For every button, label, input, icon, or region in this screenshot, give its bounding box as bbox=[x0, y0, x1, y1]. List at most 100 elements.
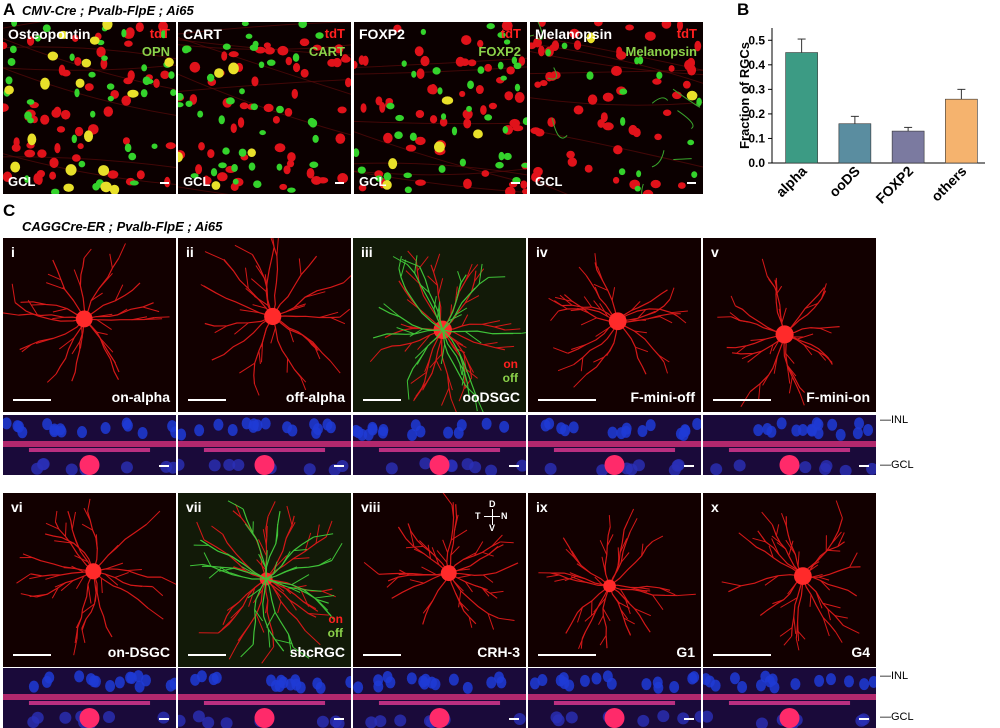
scale-bar bbox=[684, 718, 694, 720]
neuron-type-label: F-mini-off bbox=[630, 389, 695, 405]
panel-a-image-title: Osteopontin bbox=[8, 26, 91, 42]
neuron-type-label: F-mini-on bbox=[806, 389, 870, 405]
panel-a-genotype: CMV-Cre ; Pvalb-FlpE ; Ai65 bbox=[22, 3, 194, 18]
cross-section-G4 bbox=[703, 668, 876, 728]
panel-b-letter: B bbox=[737, 0, 750, 19]
cross-section-on-alpha bbox=[3, 415, 176, 475]
neuron-numeral: v bbox=[711, 244, 719, 260]
neuron-type-label: G4 bbox=[851, 644, 870, 660]
bar-others bbox=[945, 98, 978, 164]
x-tick-label: ooDS bbox=[826, 163, 863, 200]
scale-bar bbox=[363, 654, 401, 656]
panel-a-image-title: FOXP2 bbox=[359, 26, 405, 42]
scale-bar bbox=[13, 399, 51, 401]
compass-n: N bbox=[501, 511, 508, 521]
panel-a-image-title: Melanopsin bbox=[535, 26, 613, 42]
scale-bar bbox=[687, 182, 696, 184]
panel-a-image-2: CART tdT CART GCL bbox=[178, 22, 351, 194]
neuron-image-F-mini-off: iv F-mini-off bbox=[528, 238, 701, 412]
neuron-image-ooDSGC: iii ooDSGC on off bbox=[353, 238, 526, 412]
scale-bar bbox=[509, 465, 519, 467]
neuron-image-G1: ix G1 bbox=[528, 493, 701, 667]
y-tick-label: 0.0 bbox=[748, 156, 765, 170]
panel-a-image-3: FOXP2 tdT FOXP2 GCL bbox=[354, 22, 527, 194]
neuron-numeral: ix bbox=[536, 499, 548, 515]
neuron-image-off-alpha: ii off-alpha bbox=[178, 238, 351, 412]
scale-bar bbox=[13, 654, 51, 656]
cross-section-F-mini-off bbox=[528, 415, 701, 475]
scale-bar bbox=[509, 718, 519, 720]
panel-a-tag-marker: FOXP2 bbox=[478, 44, 521, 59]
scale-bar bbox=[713, 654, 771, 656]
panel-a-tag-tdt: tdT bbox=[149, 26, 170, 41]
cross-section-G1 bbox=[528, 668, 701, 728]
panel-a-layer-label: GCL bbox=[359, 174, 387, 189]
panel-a-layer-label: GCL bbox=[8, 174, 36, 189]
neuron-numeral: x bbox=[711, 499, 719, 515]
scale-bar bbox=[334, 718, 344, 720]
panel-a-layer-label: GCL bbox=[183, 174, 211, 189]
panel-a-image-4: Melanopsin tdT Melanopsin GCL bbox=[530, 22, 703, 194]
compass-d: D bbox=[489, 499, 496, 509]
panel-a-image-1: Osteopontin tdT OPN GCL bbox=[3, 22, 176, 194]
scale-bar bbox=[859, 718, 869, 720]
neuron-type-label: sbcRGC bbox=[289, 644, 345, 660]
off-label: off bbox=[502, 371, 518, 385]
scale-bar bbox=[511, 182, 520, 184]
neuron-numeral: i bbox=[11, 244, 15, 260]
compass-v: V bbox=[489, 523, 496, 533]
bar-FOXP2 bbox=[891, 130, 925, 164]
neuron-image-CRH-3: viii CRH-3 D T N V bbox=[353, 493, 526, 667]
neuron-image-on-alpha: i on-alpha bbox=[3, 238, 176, 412]
x-tick-label: alpha bbox=[773, 163, 810, 200]
on-label: on bbox=[503, 357, 518, 371]
scale-bar bbox=[159, 465, 169, 467]
scale-bar bbox=[684, 465, 694, 467]
scale-bar bbox=[159, 718, 169, 720]
bar-alpha bbox=[785, 52, 818, 164]
y-tick-label: 0.2 bbox=[748, 107, 765, 121]
scale-bar bbox=[334, 465, 344, 467]
y-tick-label: 0.5 bbox=[748, 33, 765, 47]
panel-a-letter: A bbox=[3, 0, 16, 19]
layer-label-inl-1: —INL bbox=[880, 414, 909, 426]
panel-a-layer-label: GCL bbox=[535, 174, 563, 189]
neuron-numeral: vi bbox=[11, 499, 23, 515]
compass-t: T bbox=[475, 511, 481, 521]
scale-bar bbox=[859, 465, 869, 467]
neuron-numeral: viii bbox=[361, 499, 381, 515]
y-tick-label: 0.3 bbox=[748, 82, 765, 96]
neuron-numeral: vii bbox=[186, 499, 202, 515]
scale-bar bbox=[188, 654, 226, 656]
scale-bar bbox=[363, 399, 401, 401]
cross-section-sbcRGC bbox=[178, 668, 351, 728]
neuron-type-label: on-alpha bbox=[111, 389, 170, 405]
neuron-type-label: G1 bbox=[676, 644, 695, 660]
scale-bar bbox=[160, 182, 169, 184]
panel-a-tag-tdt: tdT bbox=[500, 26, 521, 41]
scale-bar bbox=[713, 399, 771, 401]
x-tick-label: others bbox=[928, 163, 970, 205]
panel-a-tag-tdt: tdT bbox=[676, 26, 697, 41]
neuron-type-label: on-DSGC bbox=[107, 644, 170, 660]
cross-section-off-alpha bbox=[178, 415, 351, 475]
y-tick-label: 0.1 bbox=[748, 131, 765, 145]
neuron-numeral: iv bbox=[536, 244, 548, 260]
panel-a-tag-marker: OPN bbox=[141, 44, 170, 59]
cross-section-CRH-3 bbox=[353, 668, 526, 728]
neuron-image-on-DSGC: vi on-DSGC bbox=[3, 493, 176, 667]
on-label: on bbox=[328, 612, 343, 626]
panel-a-tag-marker: Melanopsin bbox=[625, 44, 697, 59]
bar-ooDS bbox=[838, 123, 872, 164]
scale-bar bbox=[538, 399, 596, 401]
panel-c-letter: C bbox=[3, 201, 16, 220]
neuron-image-G4: x G4 bbox=[703, 493, 876, 667]
x-tick-label: FOXP2 bbox=[872, 163, 916, 207]
layer-label-gcl-1: —GCL bbox=[880, 459, 914, 471]
neuron-numeral: ii bbox=[186, 244, 194, 260]
neuron-type-label: CRH-3 bbox=[477, 644, 520, 660]
y-axis-label: Fraction of RGCs bbox=[737, 42, 752, 149]
cross-section-F-mini-on bbox=[703, 415, 876, 475]
panel-a-tag-tdt: tdT bbox=[324, 26, 345, 41]
